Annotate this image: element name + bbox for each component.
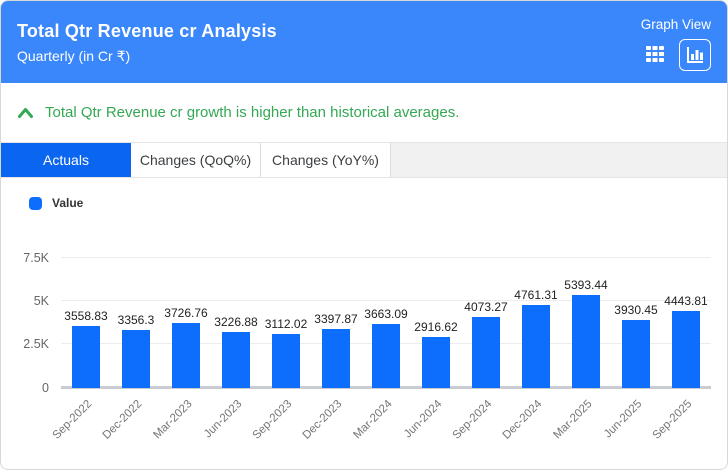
chevron-up-icon — [17, 106, 34, 120]
bar-value-label: 4443.81 — [664, 293, 708, 308]
view-mode-label: Graph View — [640, 17, 711, 32]
y-tick-label: 7.5K — [23, 251, 49, 266]
header-titles: Total Qtr Revenue cr Analysis Quarterly … — [17, 15, 277, 71]
bar[interactable] — [472, 317, 500, 388]
legend-swatch — [29, 196, 42, 210]
bar-slot: 3930.45 Jun-2025 — [602, 245, 661, 440]
page-title: Total Qtr Revenue cr Analysis — [17, 21, 277, 41]
bar-value-label: 5393.44 — [564, 277, 608, 292]
bar[interactable] — [522, 305, 550, 388]
bar-value-label: 3558.83 — [64, 309, 108, 324]
header: Total Qtr Revenue cr Analysis Quarterly … — [1, 1, 727, 83]
page-subtitle: Quarterly (in Cr ₹) — [17, 48, 131, 64]
bar-slot: 3663.09 Mar-2024 — [351, 245, 411, 440]
y-tick-label: 2.5K — [23, 337, 49, 352]
bar-slot: 3356.3 Dec-2022 — [101, 245, 161, 442]
bar-value-label: 3930.45 — [614, 302, 658, 317]
view-switcher: Graph View — [641, 15, 711, 71]
view-icons — [645, 39, 711, 71]
bar[interactable] — [222, 331, 250, 388]
plot-area: 3558.83 Sep-2022 3356.3 Dec-2022 3726.76 Mar-… — [23, 245, 711, 442]
bar[interactable] — [372, 324, 400, 388]
bar[interactable] — [122, 329, 150, 388]
bar-slot: 3397.87 Dec-2023 — [301, 245, 361, 441]
bar-value-label: 3726.76 — [164, 306, 208, 321]
tab-changes-yoy[interactable]: Changes (YoY%) — [261, 143, 391, 177]
bar-slot: 3226.88 Jun-2023 — [202, 245, 261, 440]
bar[interactable] — [322, 328, 350, 388]
bar[interactable] — [422, 337, 450, 388]
bar-value-label: 2916.62 — [414, 320, 458, 335]
table-view-icon[interactable] — [645, 45, 665, 65]
bar-value-label: 3663.09 — [364, 307, 408, 322]
insight-text: Total Qtr Revenue cr growth is higher th… — [45, 104, 460, 121]
bar-slot: 3558.83 Sep-2022 — [51, 245, 111, 441]
bar[interactable] — [272, 333, 300, 388]
insight-banner: Total Qtr Revenue cr growth is higher th… — [1, 83, 727, 142]
legend-label: Value — [52, 196, 84, 210]
bar-value-label: 3397.87 — [314, 311, 358, 326]
bar-slot: 3112.02 Sep-2023 — [251, 245, 311, 441]
bar[interactable] — [72, 326, 100, 388]
bar-value-label: 3112.02 — [264, 316, 308, 331]
bars-row: 3558.83 Sep-2022 3356.3 Dec-2022 3726.76 Mar-… — [51, 245, 711, 442]
chart-section: Value 3558.83 Sep-2022 3356.3 Dec-2022 3726.… — [1, 178, 727, 468]
bar-slot: 4761.31 Dec-2024 — [501, 245, 561, 441]
graph-view-icon[interactable] — [679, 39, 711, 71]
gridline — [61, 257, 711, 259]
bar[interactable] — [572, 294, 600, 388]
legend-item[interactable]: Value — [29, 196, 83, 210]
bar-slot: 4443.81 Sep-2025 — [651, 245, 711, 441]
tab-changes-qoq[interactable]: Changes (QoQ%) — [131, 143, 261, 177]
tab-bar: Actuals Changes (QoQ%) Changes (YoY%) — [1, 142, 727, 178]
bar[interactable] — [172, 323, 200, 388]
bar-slot: 4073.27 Sep-2024 — [451, 245, 511, 441]
tab-actuals[interactable]: Actuals — [1, 143, 131, 177]
bar-value-label: 4761.31 — [514, 288, 558, 303]
y-tick-label: 0 — [42, 380, 49, 395]
bar-slot: 2916.62 Jun-2024 — [402, 245, 461, 440]
bar-slot: 3726.76 Mar-2023 — [151, 245, 211, 440]
y-tick-label: 5K — [33, 294, 49, 309]
bar[interactable] — [672, 310, 700, 388]
gridline — [61, 300, 711, 302]
bar-value-label: 4073.27 — [464, 300, 508, 315]
bar-slot: 5393.44 Mar-2025 — [551, 245, 611, 441]
bar-value-label: 3226.88 — [214, 314, 258, 329]
bar[interactable] — [622, 319, 650, 388]
bar-value-label: 3356.3 — [117, 312, 155, 327]
